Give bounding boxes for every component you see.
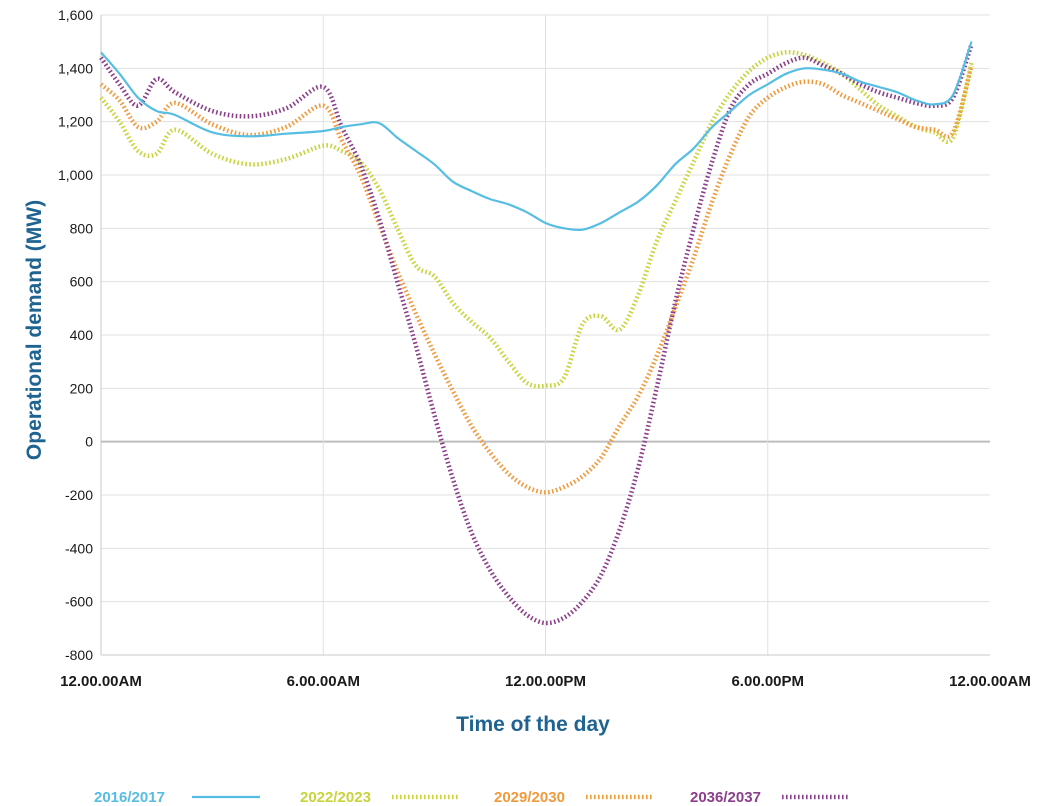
x-tick-label: 12.00.00PM — [505, 673, 586, 690]
legend: 2016/2017 2022/2023 2029/2030 2036/2037 — [94, 789, 850, 806]
y-tick-label: 600 — [70, 274, 94, 290]
y-tick-label: 1,200 — [58, 114, 93, 130]
legend-label: 2022/2023 — [300, 789, 371, 806]
y-tick-label: -400 — [65, 540, 93, 556]
tick-labels: -800 -600 -400 -200 0 200 400 600 800 1,000 1,200 1… — [58, 7, 1031, 690]
y-tick-label: -600 — [65, 594, 93, 610]
y-tick-label: 1,400 — [58, 60, 93, 76]
series-line-2016-2017 — [100, 41, 973, 232]
y-tick-label: 800 — [70, 220, 94, 236]
legend-label: 2029/2030 — [494, 789, 565, 806]
gridlines — [101, 14, 990, 656]
x-tick-label: 6.00.00PM — [731, 673, 804, 690]
y-tick-label: -800 — [65, 647, 93, 663]
y-tick-label: 400 — [70, 327, 94, 343]
x-tick-label: 12.00.00AM — [949, 673, 1031, 690]
y-tick-label: 0 — [85, 434, 93, 450]
x-tick-label: 12.00.00AM — [60, 673, 142, 690]
series-line-2029-2030 — [99, 65, 974, 495]
y-tick-label: 1,600 — [58, 7, 93, 23]
y-tick-label: 1,000 — [58, 167, 93, 183]
legend-label: 2036/2037 — [690, 789, 761, 806]
x-axis-title: Time of the day — [456, 713, 610, 736]
series-line-2022-2023 — [99, 49, 974, 389]
y-tick-label: 200 — [70, 380, 94, 396]
series-lines — [99, 41, 974, 626]
y-axis-title: Operational demand (MW) — [23, 200, 46, 460]
axes — [100, 15, 990, 656]
legend-label: 2016/2017 — [94, 789, 165, 806]
y-tick-label: -200 — [65, 487, 93, 503]
x-tick-label: 6.00.00AM — [287, 673, 360, 690]
